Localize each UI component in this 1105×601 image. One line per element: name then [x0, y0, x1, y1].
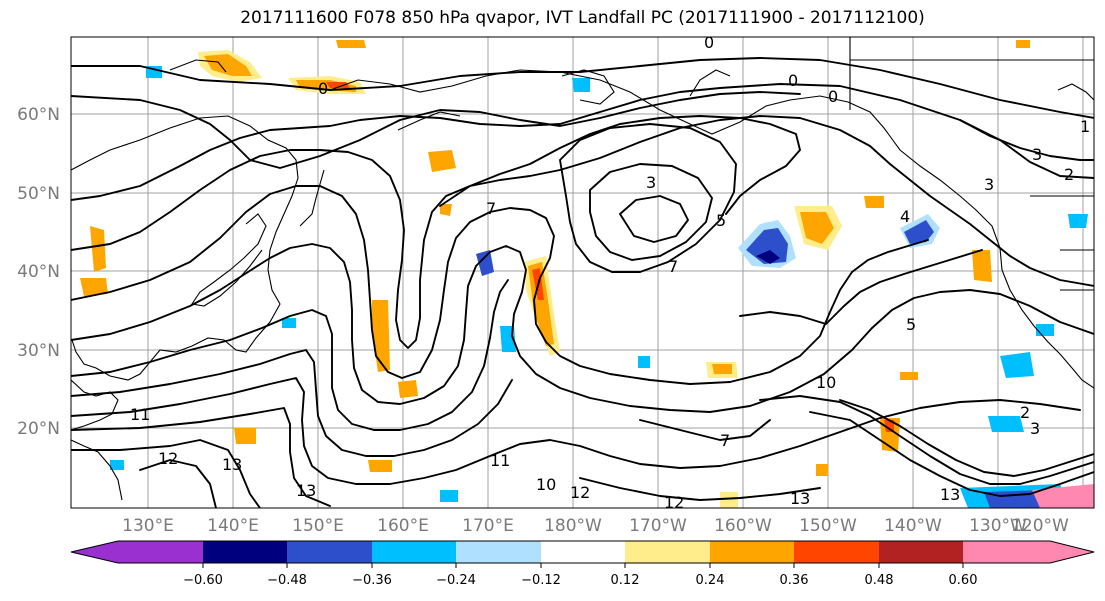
- colorbar-tick-label: −0.36: [352, 573, 392, 588]
- lat-label: 40°N: [17, 262, 60, 282]
- contour-labels: 0 0 0 0 1 2 2 3 3 3 3 4 5 5 7 7 7 10 10 …: [130, 33, 1090, 512]
- lon-label: 150°W: [799, 516, 857, 536]
- colorbar-tick-label: −0.24: [436, 573, 476, 588]
- colorbar-segment: [456, 541, 541, 563]
- contour-label: 13: [296, 481, 316, 500]
- lon-label: 140°W: [884, 516, 942, 536]
- colorbar-tick-label: 0.24: [696, 573, 725, 588]
- contour-label: 11: [490, 451, 510, 470]
- contour-label: 3: [984, 175, 994, 194]
- colorbar-segment: [541, 541, 625, 563]
- colorbar-segment: [71, 541, 203, 563]
- colorbar-segment: [710, 541, 794, 563]
- colorbar-segment: [794, 541, 879, 563]
- lat-label: 60°N: [17, 105, 60, 125]
- contour-label: 10: [816, 373, 836, 392]
- contour-label: 12: [570, 483, 590, 502]
- contour-label: 13: [790, 489, 810, 508]
- contour-label: 0: [704, 33, 714, 52]
- colorbar-tick-label: −0.48: [267, 573, 307, 588]
- lon-label: 170°E: [462, 516, 514, 536]
- colorbar-tick-label: 0.36: [780, 573, 809, 588]
- lat-label: 30°N: [17, 341, 60, 361]
- colorbar-segment: [372, 541, 456, 563]
- colorbar: −0.60 −0.48 −0.36 −0.24 −0.12 0.12 0.24 …: [70, 540, 1095, 588]
- lon-label: 170°W: [629, 516, 687, 536]
- colorbar-tick-label: −0.60: [183, 573, 223, 588]
- lon-label: 140°E: [207, 516, 259, 536]
- contour-label: 1: [1080, 117, 1090, 136]
- contour-label: 12: [158, 449, 178, 468]
- colorbar-segment: [625, 541, 710, 563]
- contour-label: 13: [940, 485, 960, 504]
- contour-label: 0: [788, 71, 798, 90]
- contour-label: 13: [222, 455, 242, 474]
- contour-label: 7: [668, 257, 678, 276]
- contour-label: 11: [130, 405, 150, 424]
- contour-label: 7: [486, 199, 496, 218]
- contour-label: 5: [716, 211, 726, 230]
- lon-label: 160°E: [377, 516, 429, 536]
- colorbar-segment: [287, 541, 372, 563]
- colorbar-tick-label: 0.48: [865, 573, 894, 588]
- contour-label: 10: [536, 475, 556, 494]
- lon-label: 160°W: [714, 516, 772, 536]
- lon-label: 120°W: [1011, 516, 1069, 536]
- lon-label: 130°E: [122, 516, 174, 536]
- coastlines: [71, 37, 1094, 501]
- colorbar-tick-label: 0.60: [949, 573, 978, 588]
- contour-label: 4: [900, 207, 910, 226]
- lon-label: 130°W: [969, 516, 1027, 536]
- contour-label: 3: [1030, 419, 1040, 438]
- map-title: 2017111600 F078 850 hPa qvapor, IVT Land…: [240, 8, 925, 28]
- contour-label: 7: [720, 431, 730, 450]
- ivt-contours: [71, 57, 1094, 508]
- contour-label: 5: [906, 315, 916, 334]
- contour-label: 2: [1064, 165, 1074, 184]
- contour-label: 3: [1032, 145, 1042, 164]
- contour-label: 2: [1020, 403, 1030, 422]
- plot-frame: [70, 36, 1095, 509]
- colorbar-segment: [879, 541, 963, 563]
- lat-label: 20°N: [17, 419, 60, 439]
- colorbar-tick-label: −0.12: [521, 573, 561, 588]
- longitude-labels: 130°E 140°E 150°E 160°E 170°E 180°W 170°…: [122, 516, 1069, 536]
- latitude-labels: 60°N 50°N 40°N 30°N 20°N: [17, 105, 60, 439]
- colorbar-outline: [70, 540, 1095, 564]
- lon-label: 180°W: [544, 516, 602, 536]
- colorbar-segment: [203, 541, 287, 563]
- colorbar-segment: [963, 541, 1094, 563]
- colorbar-tick-label: 0.12: [611, 573, 640, 588]
- contour-label: 3: [646, 173, 656, 192]
- plot-area: [71, 37, 1094, 508]
- contour-label: 0: [828, 87, 838, 106]
- lat-label: 50°N: [17, 184, 60, 204]
- lon-label: 150°E: [292, 516, 344, 536]
- contour-label: 0: [318, 79, 328, 98]
- contour-label: 12: [664, 493, 684, 512]
